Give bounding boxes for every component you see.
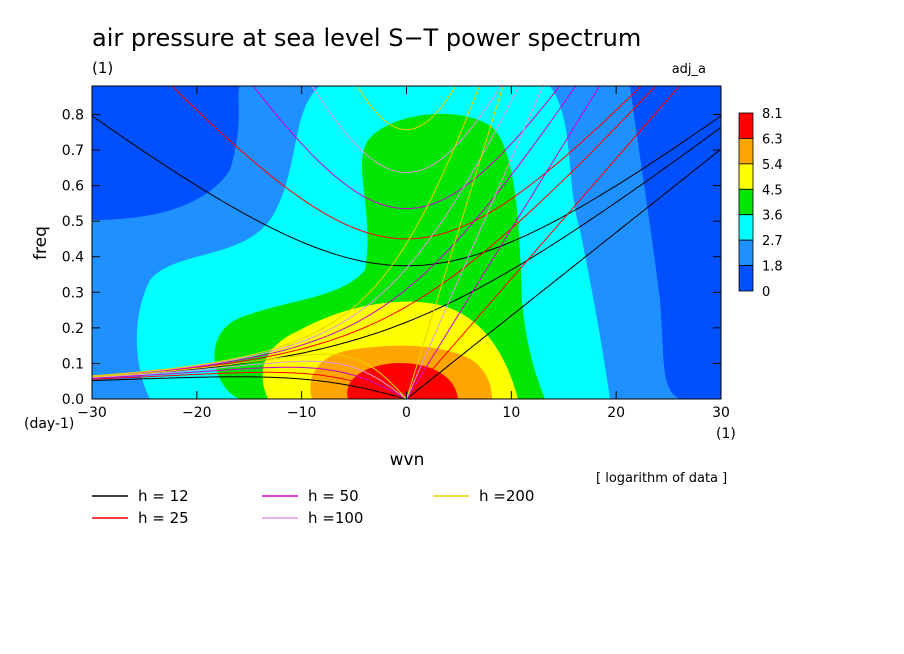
mrg-curve [92, 86, 480, 377]
mrg-curve [92, 86, 657, 378]
title-unit: (1) [92, 59, 113, 77]
colorbar-label: 4.5 [762, 183, 783, 198]
colorbar-swatch [738, 163, 754, 190]
x-tick-label: −20 [182, 405, 212, 421]
y-tick-label: 0.4 [62, 250, 84, 266]
y-axis-label: freq [31, 226, 51, 260]
x-tick-label: 30 [712, 405, 730, 421]
plot-area [92, 86, 721, 399]
colorbar-label: 1.8 [762, 260, 783, 275]
x-tick-label: 0 [402, 405, 411, 421]
mrg-curve [92, 126, 721, 378]
colorbar-label: 2.7 [762, 234, 783, 249]
colorbar-label: 3.6 [762, 209, 783, 224]
y-tick-label: 0.6 [62, 179, 84, 195]
inertia-gravity-curve [311, 86, 502, 174]
rossby-curve [92, 366, 407, 399]
inertia-gravity-curve [171, 86, 642, 240]
data-note: [ logarithm of data ] [596, 471, 727, 486]
legend-entry: h = 12 [138, 487, 189, 505]
colorbar-swatch [738, 112, 754, 139]
legend-entry: h = 50 [308, 487, 359, 505]
x-tick-label: −30 [77, 405, 107, 421]
kelvin-curve [406, 148, 721, 399]
rossby-curve [92, 371, 407, 399]
y-tick-label: 0.8 [62, 107, 84, 123]
mrg-curve [92, 86, 520, 377]
top-right-label: adj_a [672, 62, 706, 77]
kelvin-curve [406, 86, 601, 399]
colorbar-label: 8.1 [762, 107, 783, 122]
legend-entry: h =100 [308, 509, 363, 527]
x-tick-label: 10 [502, 405, 520, 421]
x-tick-label: 20 [607, 405, 625, 421]
kelvin-curve [406, 86, 681, 399]
legend-entry: h =200 [479, 487, 534, 505]
inertia-gravity-curve [92, 115, 721, 267]
kelvin-curve [406, 86, 544, 399]
y-tick-label: 0.2 [62, 321, 84, 337]
y-tick-label: 0.7 [62, 143, 84, 159]
y-tick-label: 0.5 [62, 214, 84, 230]
x-axis-label: wvn [390, 450, 425, 470]
rossby-curve [92, 353, 407, 399]
colorbar-label: 6.3 [762, 132, 783, 147]
kelvin-curve [406, 86, 504, 399]
legend: h = 12 h = 25 h = 50 h =100 h =200 [92, 487, 534, 527]
colorbar-label: 0 [762, 285, 770, 300]
colorbar-label: 5.4 [762, 158, 783, 173]
dispersion-curves [92, 86, 721, 399]
colorbar-swatch [738, 214, 754, 241]
x-axis: −30 −20 −10 0 10 20 30 [77, 86, 730, 421]
x-tick-label: −10 [287, 405, 317, 421]
rossby-curve [92, 376, 407, 399]
x-unit: (1) [716, 426, 736, 442]
colorbar: 8.1 6.3 5.4 4.5 3.6 2.7 1.8 0 [738, 107, 783, 300]
legend-entry: h = 25 [138, 509, 189, 527]
colorbar-swatch [738, 138, 754, 165]
y-tick-label: 0.3 [62, 285, 84, 301]
mrg-curve [92, 86, 577, 377]
y-unit: (day-1) [24, 416, 74, 432]
rossby-curve [92, 360, 407, 399]
inertia-gravity-curve [356, 86, 457, 131]
colorbar-swatch [738, 188, 754, 216]
colorbar-swatch [738, 239, 754, 266]
inertia-gravity-curve [252, 86, 561, 210]
chart-title: air pressure at sea level S−T power spec… [92, 24, 641, 52]
y-tick-label: 0.0 [62, 392, 84, 408]
colorbar-swatch [738, 265, 754, 292]
y-axis: 0.0 0.1 0.2 0.3 0.4 0.5 0.6 0.7 0.8 [62, 107, 721, 408]
y-tick-label: 0.1 [62, 356, 84, 372]
